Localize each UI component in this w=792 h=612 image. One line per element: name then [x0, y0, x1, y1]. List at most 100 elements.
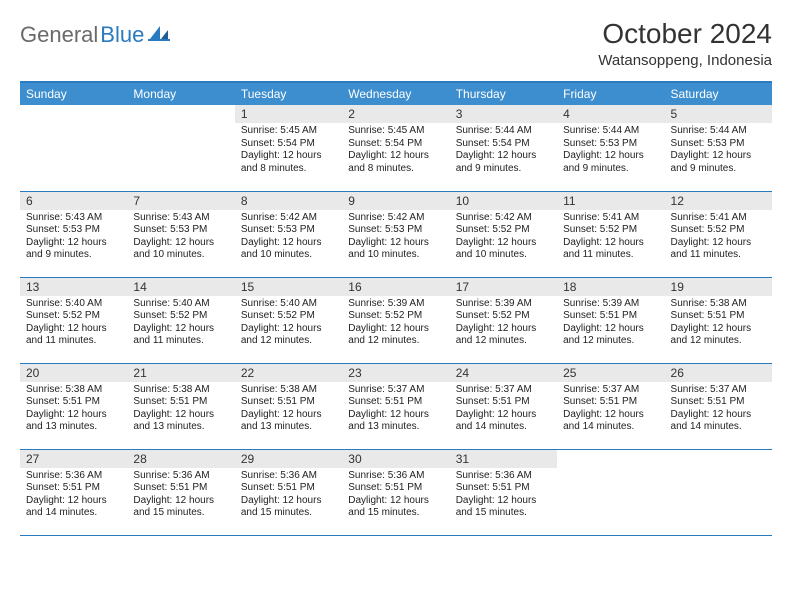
day-number: 25 — [557, 364, 664, 382]
day-number: 17 — [450, 278, 557, 296]
day-number: 26 — [665, 364, 772, 382]
calendar-day-cell: 20Sunrise: 5:38 AMSunset: 5:51 PMDayligh… — [20, 363, 127, 449]
day-details: Sunrise: 5:39 AMSunset: 5:52 PMDaylight:… — [450, 296, 557, 352]
day-details: Sunrise: 5:39 AMSunset: 5:51 PMDaylight:… — [557, 296, 664, 352]
day-details: Sunrise: 5:36 AMSunset: 5:51 PMDaylight:… — [235, 468, 342, 524]
day-details: Sunrise: 5:45 AMSunset: 5:54 PMDaylight:… — [342, 123, 449, 179]
day-details: Sunrise: 5:36 AMSunset: 5:51 PMDaylight:… — [342, 468, 449, 524]
day-number: 23 — [342, 364, 449, 382]
day-details: Sunrise: 5:41 AMSunset: 5:52 PMDaylight:… — [557, 210, 664, 266]
calendar-day-cell: 11Sunrise: 5:41 AMSunset: 5:52 PMDayligh… — [557, 191, 664, 277]
day-number: 9 — [342, 192, 449, 210]
calendar-day-cell: 4Sunrise: 5:44 AMSunset: 5:53 PMDaylight… — [557, 105, 664, 191]
day-number: 19 — [665, 278, 772, 296]
day-details: Sunrise: 5:41 AMSunset: 5:52 PMDaylight:… — [665, 210, 772, 266]
day-number: 1 — [235, 105, 342, 123]
day-number: 16 — [342, 278, 449, 296]
brand-sail-icon — [148, 24, 170, 47]
title-block: October 2024 Watansoppeng, Indonesia — [598, 18, 772, 69]
calendar-day-cell: 5Sunrise: 5:44 AMSunset: 5:53 PMDaylight… — [665, 105, 772, 191]
day-number: 20 — [20, 364, 127, 382]
calendar-day-cell: 10Sunrise: 5:42 AMSunset: 5:52 PMDayligh… — [450, 191, 557, 277]
day-number: 22 — [235, 364, 342, 382]
calendar-day-cell: 12Sunrise: 5:41 AMSunset: 5:52 PMDayligh… — [665, 191, 772, 277]
calendar-day-cell: 14Sunrise: 5:40 AMSunset: 5:52 PMDayligh… — [127, 277, 234, 363]
day-number: 3 — [450, 105, 557, 123]
calendar-day-cell: 2Sunrise: 5:45 AMSunset: 5:54 PMDaylight… — [342, 105, 449, 191]
calendar-day-cell: 24Sunrise: 5:37 AMSunset: 5:51 PMDayligh… — [450, 363, 557, 449]
day-details: Sunrise: 5:44 AMSunset: 5:53 PMDaylight:… — [665, 123, 772, 179]
location-label: Watansoppeng, Indonesia — [598, 52, 772, 69]
calendar-day-cell: .. — [665, 449, 772, 535]
weekday-header: Thursday — [450, 82, 557, 105]
day-number: 10 — [450, 192, 557, 210]
day-details: Sunrise: 5:38 AMSunset: 5:51 PMDaylight:… — [20, 382, 127, 438]
calendar-day-cell: 9Sunrise: 5:42 AMSunset: 5:53 PMDaylight… — [342, 191, 449, 277]
page-header: GeneralBlue October 2024 Watansoppeng, I… — [20, 18, 772, 69]
day-details: Sunrise: 5:42 AMSunset: 5:53 PMDaylight:… — [235, 210, 342, 266]
day-number: 24 — [450, 364, 557, 382]
calendar-day-cell: 29Sunrise: 5:36 AMSunset: 5:51 PMDayligh… — [235, 449, 342, 535]
day-number: 13 — [20, 278, 127, 296]
day-details: Sunrise: 5:40 AMSunset: 5:52 PMDaylight:… — [20, 296, 127, 352]
day-details: Sunrise: 5:43 AMSunset: 5:53 PMDaylight:… — [20, 210, 127, 266]
day-details: Sunrise: 5:36 AMSunset: 5:51 PMDaylight:… — [20, 468, 127, 524]
calendar-week-row: ....1Sunrise: 5:45 AMSunset: 5:54 PMDayl… — [20, 105, 772, 191]
day-number: 8 — [235, 192, 342, 210]
day-details: Sunrise: 5:42 AMSunset: 5:53 PMDaylight:… — [342, 210, 449, 266]
calendar-day-cell: .. — [127, 105, 234, 191]
day-number: 11 — [557, 192, 664, 210]
calendar-day-cell: 23Sunrise: 5:37 AMSunset: 5:51 PMDayligh… — [342, 363, 449, 449]
day-details: Sunrise: 5:44 AMSunset: 5:53 PMDaylight:… — [557, 123, 664, 179]
calendar-day-cell: 16Sunrise: 5:39 AMSunset: 5:52 PMDayligh… — [342, 277, 449, 363]
day-number: 27 — [20, 450, 127, 468]
day-number: 12 — [665, 192, 772, 210]
day-details: Sunrise: 5:45 AMSunset: 5:54 PMDaylight:… — [235, 123, 342, 179]
brand-logo: GeneralBlue — [20, 22, 170, 48]
day-number: 31 — [450, 450, 557, 468]
brand-name-blue: Blue — [100, 22, 144, 48]
brand-name-gray: General — [20, 22, 98, 48]
calendar-day-cell: 17Sunrise: 5:39 AMSunset: 5:52 PMDayligh… — [450, 277, 557, 363]
calendar-day-cell: 18Sunrise: 5:39 AMSunset: 5:51 PMDayligh… — [557, 277, 664, 363]
day-details: Sunrise: 5:37 AMSunset: 5:51 PMDaylight:… — [342, 382, 449, 438]
day-details: Sunrise: 5:37 AMSunset: 5:51 PMDaylight:… — [450, 382, 557, 438]
calendar-day-cell: 25Sunrise: 5:37 AMSunset: 5:51 PMDayligh… — [557, 363, 664, 449]
day-number: 21 — [127, 364, 234, 382]
day-details: Sunrise: 5:37 AMSunset: 5:51 PMDaylight:… — [665, 382, 772, 438]
day-number: 30 — [342, 450, 449, 468]
calendar-day-cell: 30Sunrise: 5:36 AMSunset: 5:51 PMDayligh… — [342, 449, 449, 535]
calendar-day-cell: 31Sunrise: 5:36 AMSunset: 5:51 PMDayligh… — [450, 449, 557, 535]
day-details: Sunrise: 5:38 AMSunset: 5:51 PMDaylight:… — [127, 382, 234, 438]
calendar-day-cell: 22Sunrise: 5:38 AMSunset: 5:51 PMDayligh… — [235, 363, 342, 449]
day-details: Sunrise: 5:42 AMSunset: 5:52 PMDaylight:… — [450, 210, 557, 266]
calendar-day-cell: 27Sunrise: 5:36 AMSunset: 5:51 PMDayligh… — [20, 449, 127, 535]
calendar-day-cell: 3Sunrise: 5:44 AMSunset: 5:54 PMDaylight… — [450, 105, 557, 191]
weekday-header: Tuesday — [235, 82, 342, 105]
calendar-day-cell: 19Sunrise: 5:38 AMSunset: 5:51 PMDayligh… — [665, 277, 772, 363]
calendar-week-row: 20Sunrise: 5:38 AMSunset: 5:51 PMDayligh… — [20, 363, 772, 449]
calendar-day-cell: 15Sunrise: 5:40 AMSunset: 5:52 PMDayligh… — [235, 277, 342, 363]
calendar-page: GeneralBlue October 2024 Watansoppeng, I… — [0, 0, 792, 554]
calendar-week-row: 13Sunrise: 5:40 AMSunset: 5:52 PMDayligh… — [20, 277, 772, 363]
day-number: 29 — [235, 450, 342, 468]
calendar-day-cell: 21Sunrise: 5:38 AMSunset: 5:51 PMDayligh… — [127, 363, 234, 449]
day-number: 18 — [557, 278, 664, 296]
day-number: 28 — [127, 450, 234, 468]
calendar-day-cell: 26Sunrise: 5:37 AMSunset: 5:51 PMDayligh… — [665, 363, 772, 449]
calendar-day-cell: 1Sunrise: 5:45 AMSunset: 5:54 PMDaylight… — [235, 105, 342, 191]
calendar-day-cell: 28Sunrise: 5:36 AMSunset: 5:51 PMDayligh… — [127, 449, 234, 535]
calendar-day-cell: 8Sunrise: 5:42 AMSunset: 5:53 PMDaylight… — [235, 191, 342, 277]
day-number: 15 — [235, 278, 342, 296]
day-details: Sunrise: 5:36 AMSunset: 5:51 PMDaylight:… — [450, 468, 557, 524]
day-details: Sunrise: 5:40 AMSunset: 5:52 PMDaylight:… — [127, 296, 234, 352]
calendar-week-row: 6Sunrise: 5:43 AMSunset: 5:53 PMDaylight… — [20, 191, 772, 277]
calendar-day-cell: 13Sunrise: 5:40 AMSunset: 5:52 PMDayligh… — [20, 277, 127, 363]
day-number: 2 — [342, 105, 449, 123]
day-number: 14 — [127, 278, 234, 296]
day-details: Sunrise: 5:38 AMSunset: 5:51 PMDaylight:… — [665, 296, 772, 352]
day-details: Sunrise: 5:43 AMSunset: 5:53 PMDaylight:… — [127, 210, 234, 266]
day-number: 6 — [20, 192, 127, 210]
calendar-day-cell: 6Sunrise: 5:43 AMSunset: 5:53 PMDaylight… — [20, 191, 127, 277]
day-details: Sunrise: 5:39 AMSunset: 5:52 PMDaylight:… — [342, 296, 449, 352]
